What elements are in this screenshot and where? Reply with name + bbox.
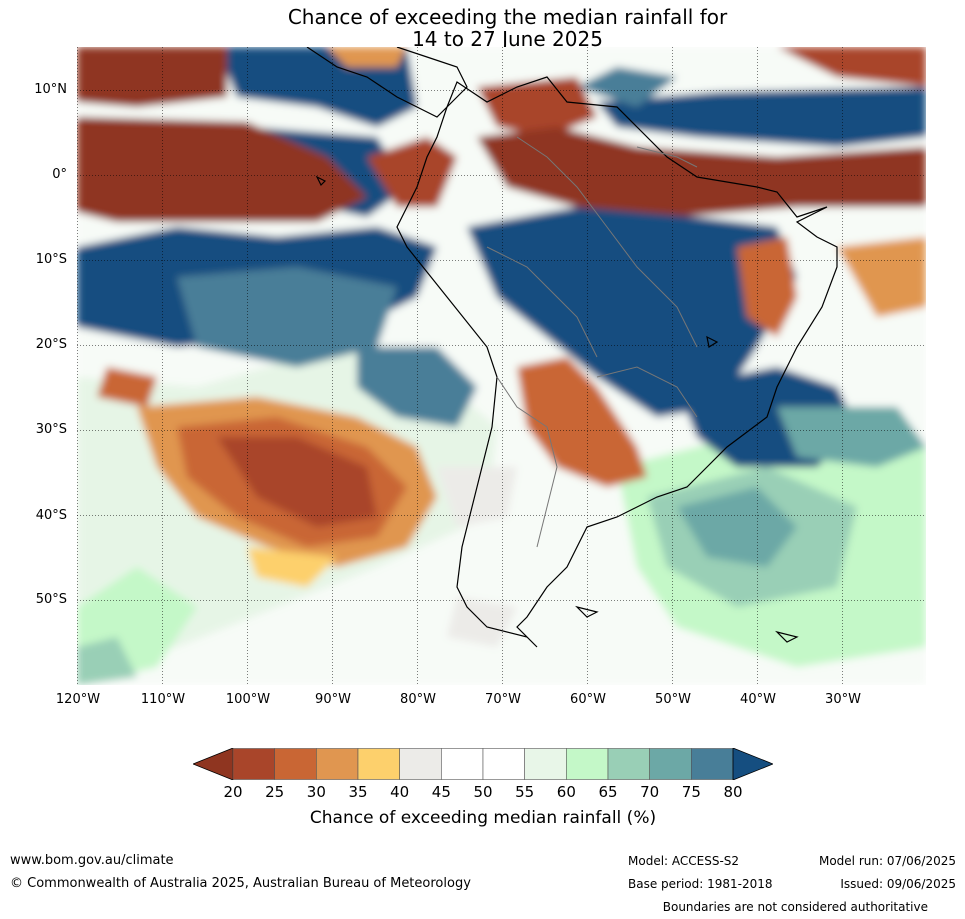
rainfall-shading: [77, 47, 926, 685]
colorbar-segment: [441, 748, 484, 780]
gridlines: [77, 47, 926, 685]
colorbar-segment: [274, 748, 317, 780]
lat-label-20s: 20°S: [35, 337, 67, 352]
colorbar-segment: [316, 748, 359, 780]
lon-label-120w: 120°W: [55, 692, 101, 707]
colorbar-tick-label: 20: [223, 783, 243, 801]
copyright-text: © Commonwealth of Australia 2025, Austra…: [10, 876, 471, 891]
colorbar-tick-label: 50: [473, 783, 493, 801]
lon-label-40w: 40°W: [740, 692, 776, 707]
colorbar-segment: [607, 748, 650, 780]
lat-label-0: 0°: [52, 167, 67, 182]
colorbar-extend-high: [732, 748, 773, 780]
colorbar-segment: [566, 748, 609, 780]
colorbar-tick-label: 35: [348, 783, 368, 801]
website-link[interactable]: www.bom.gov.au/climate: [10, 853, 174, 868]
colorbar-segment: [357, 748, 400, 780]
colorbar-tick-label: 45: [431, 783, 451, 801]
model-name: Model: ACCESS-S2: [628, 854, 740, 868]
colorbar-segment: [524, 748, 567, 780]
colorbar-segment: [482, 748, 525, 780]
colorbar: [193, 748, 773, 780]
coastlines: [306, 47, 838, 648]
issued-date: Issued: 09/06/2025: [840, 877, 956, 891]
lat-label-10n: 10°N: [34, 82, 67, 97]
lat-label-10s: 10°S: [35, 252, 67, 267]
base-period: Base period: 1981-2018: [628, 877, 773, 891]
lon-label-80w: 80°W: [400, 692, 436, 707]
colorbar-extend-low: [193, 748, 234, 780]
lon-label-60w: 60°W: [570, 692, 606, 707]
colorbar-segment: [232, 748, 275, 780]
colorbar-tick-label: 70: [640, 783, 660, 801]
colorbar-title: Chance of exceeding median rainfall (%): [309, 808, 657, 828]
colorbar-segment: [399, 748, 442, 780]
lon-label-100w: 100°W: [225, 692, 271, 707]
colorbar-tick-label: 40: [390, 783, 410, 801]
colorbar-tick-label: 75: [681, 783, 701, 801]
rainfall-map: [77, 47, 926, 685]
colorbar-tick-label: 55: [515, 783, 535, 801]
colorbar-tick-label: 80: [723, 783, 743, 801]
lon-label-30w: 30°W: [825, 692, 861, 707]
colorbar-segment: [691, 748, 734, 780]
boundaries-disclaimer: Boundaries are not considered authoritat…: [662, 900, 928, 914]
colorbar-segment: [649, 748, 692, 780]
colorbar-tick-label: 25: [265, 783, 285, 801]
lat-label-40s: 40°S: [35, 508, 67, 523]
lon-label-70w: 70°W: [485, 692, 521, 707]
lon-label-110w: 110°W: [140, 692, 186, 707]
lat-label-50s: 50°S: [35, 592, 67, 607]
lat-label-30s: 30°S: [35, 422, 67, 437]
colorbar-tick-label: 60: [556, 783, 576, 801]
map-title-line-1: Chance of exceeding the median rainfall …: [287, 5, 728, 29]
lon-label-90w: 90°W: [315, 692, 351, 707]
model-run-date: Model run: 07/06/2025: [818, 854, 956, 868]
colorbar-tick-label: 30: [306, 783, 326, 801]
colorbar-tick-label: 65: [598, 783, 618, 801]
country-borders: [486, 136, 698, 548]
lon-label-50w: 50°W: [655, 692, 691, 707]
